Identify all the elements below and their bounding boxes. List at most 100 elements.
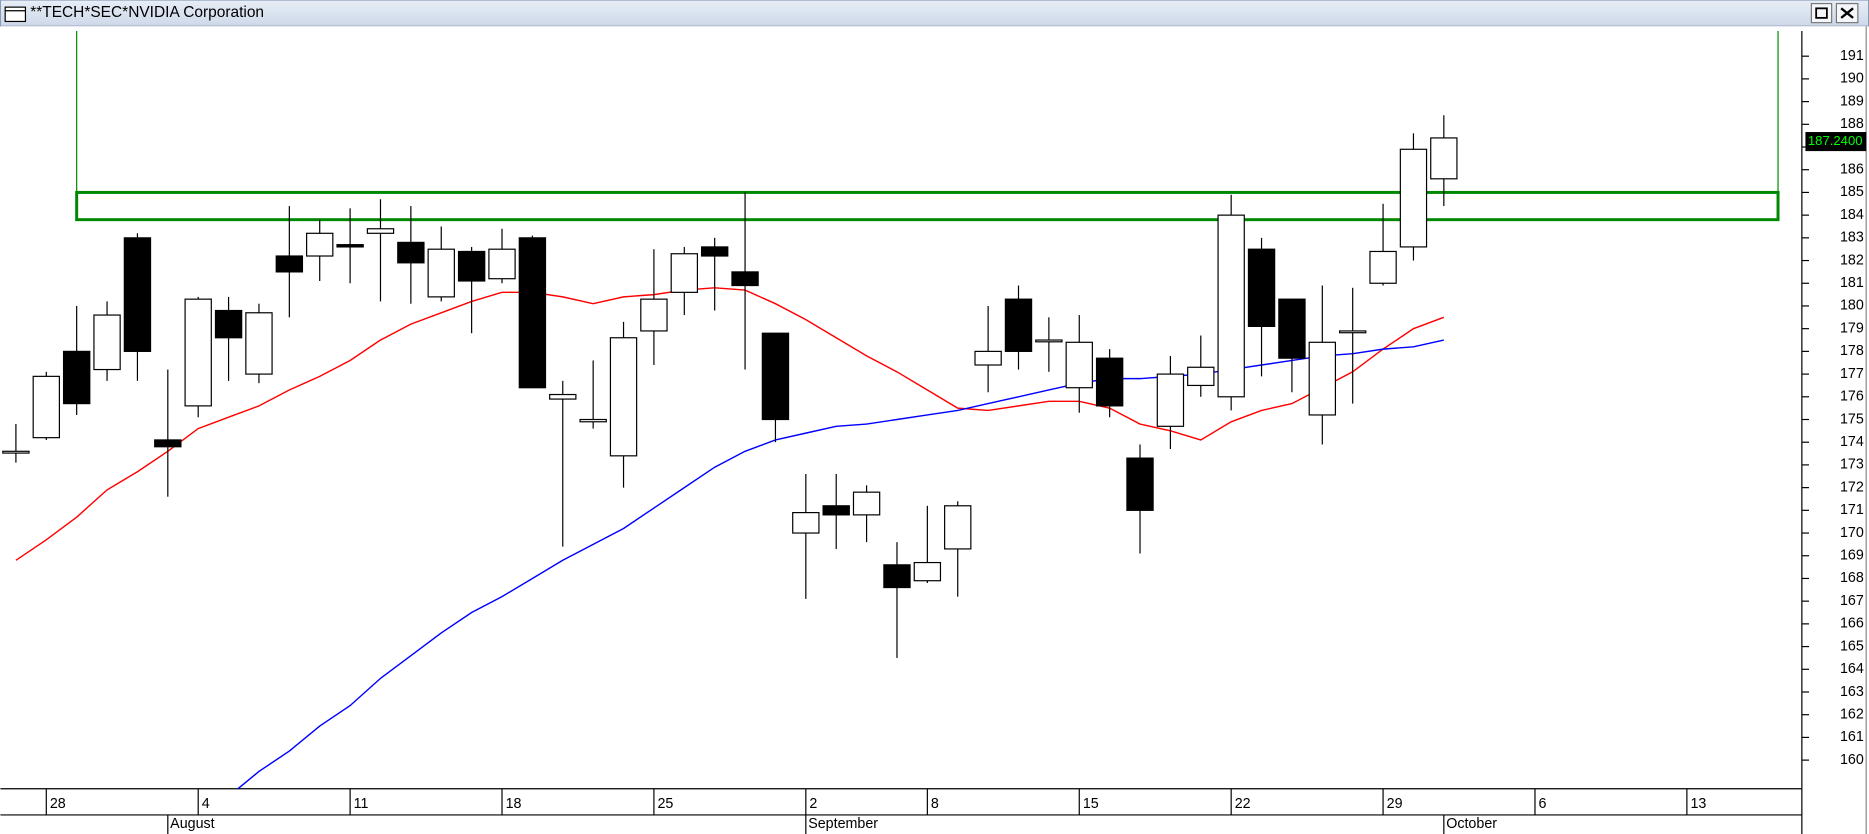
- y-tick-label: 179: [1840, 320, 1864, 336]
- window-icon: [4, 6, 27, 23]
- candle-body: [640, 298, 668, 332]
- y-tick-label: 189: [1840, 93, 1864, 109]
- candle-body: [1369, 250, 1397, 284]
- y-tick-label: 184: [1840, 207, 1864, 223]
- maximize-button[interactable]: [1810, 2, 1833, 24]
- y-tick-label: 190: [1840, 71, 1864, 87]
- candle-body: [1095, 357, 1124, 407]
- y-tick-label: 188: [1840, 116, 1864, 132]
- title-bar: [0, 0, 1869, 27]
- candle-body: [1156, 373, 1185, 427]
- x-tick-label: 15: [1083, 796, 1099, 812]
- candle-body: [1308, 341, 1337, 416]
- candle-body: [913, 561, 942, 582]
- y-tick-label: 175: [1840, 411, 1864, 427]
- y-tick-label: 168: [1840, 570, 1864, 586]
- candle-body: [1338, 330, 1367, 334]
- month-label: October: [1446, 816, 1497, 832]
- x-tick-label: 4: [202, 796, 210, 812]
- candle-body: [427, 248, 455, 298]
- candle-body: [1035, 339, 1063, 343]
- x-tick-label: 11: [354, 796, 369, 812]
- last-price-box: [1805, 132, 1867, 152]
- candle-body: [1217, 214, 1245, 398]
- close-button[interactable]: [1835, 2, 1859, 24]
- candle-body: [944, 505, 972, 550]
- candle-body: [822, 505, 850, 516]
- candle-body: [93, 314, 121, 371]
- candle-body: [700, 246, 729, 257]
- x-tick-label: 25: [657, 796, 673, 812]
- month-label: September: [808, 816, 878, 832]
- moving-average-line: [15, 287, 1445, 561]
- x-tick-label: 22: [1235, 796, 1251, 812]
- y-tick-label: 172: [1840, 479, 1864, 495]
- y-tick-label: 191: [1840, 48, 1864, 64]
- candle-body: [366, 228, 395, 234]
- candle-body: [123, 237, 152, 352]
- candle-body: [1278, 298, 1306, 359]
- candle-body: [974, 350, 1002, 366]
- y-tick-label: 177: [1840, 366, 1864, 382]
- candle-body: [306, 232, 334, 257]
- y-tick-label: 163: [1840, 684, 1864, 700]
- y-tick-label: 181: [1840, 275, 1864, 291]
- candle-body: [2, 450, 30, 454]
- candle-body: [245, 312, 273, 375]
- y-tick-label: 174: [1840, 434, 1864, 450]
- y-tick-label: 165: [1840, 638, 1864, 654]
- candle-body: [275, 255, 304, 273]
- plot-area: [2, 30, 1780, 789]
- candle-body: [1004, 298, 1033, 352]
- zone-box: [75, 190, 1780, 222]
- candle-body: [579, 418, 607, 423]
- candle-body: [1430, 137, 1458, 180]
- y-tick-label: 160: [1840, 752, 1864, 768]
- y-tick-label: 164: [1840, 661, 1864, 677]
- y-tick-label: 173: [1840, 457, 1864, 473]
- x-tick-label: 28: [50, 796, 66, 812]
- candle-body: [883, 564, 911, 589]
- candle-body: [488, 248, 516, 280]
- candle-body: [32, 375, 60, 439]
- y-tick-label: 185: [1840, 184, 1864, 200]
- y-tick-label: 170: [1840, 525, 1864, 541]
- candle-body: [336, 244, 364, 248]
- candle-body: [549, 393, 577, 400]
- y-tick-label: 171: [1840, 502, 1864, 518]
- candle-body: [1187, 366, 1215, 387]
- y-tick-label: 162: [1840, 706, 1864, 722]
- x-tick-label: 6: [1539, 796, 1547, 812]
- y-tick-label: 180: [1840, 298, 1864, 314]
- y-tick-label: 182: [1840, 252, 1864, 268]
- window-title: **TECH*SEC*NVIDIA Corporation: [30, 4, 264, 21]
- candle-body: [792, 512, 820, 534]
- candle-body: [154, 439, 182, 448]
- candle-body: [1399, 148, 1428, 248]
- y-tick-label: 166: [1840, 616, 1864, 632]
- candle-body: [670, 253, 699, 293]
- candle-body: [852, 491, 881, 516]
- x-tick-label: 2: [809, 796, 817, 812]
- y-tick-label: 183: [1840, 230, 1864, 246]
- y-tick-label: 161: [1840, 729, 1864, 745]
- candle-body: [1247, 248, 1276, 327]
- candle-body: [184, 298, 212, 407]
- last-price-label: 187.2400: [1808, 133, 1863, 148]
- y-tick-label: 176: [1840, 389, 1864, 405]
- candle-body: [397, 241, 425, 264]
- chart-background: [0, 26, 1869, 834]
- month-label: August: [170, 816, 214, 832]
- candle-body: [609, 337, 638, 457]
- candle-body: [62, 350, 91, 405]
- candle-body: [761, 332, 790, 421]
- x-tick-label: 18: [506, 796, 522, 812]
- y-tick-label: 186: [1840, 162, 1864, 178]
- candle-body: [457, 250, 486, 282]
- candle-body: [731, 271, 759, 287]
- x-tick-label: 29: [1387, 796, 1403, 812]
- candle-body: [214, 309, 243, 339]
- y-tick-label: 169: [1840, 548, 1864, 564]
- x-tick-label: 8: [931, 796, 939, 812]
